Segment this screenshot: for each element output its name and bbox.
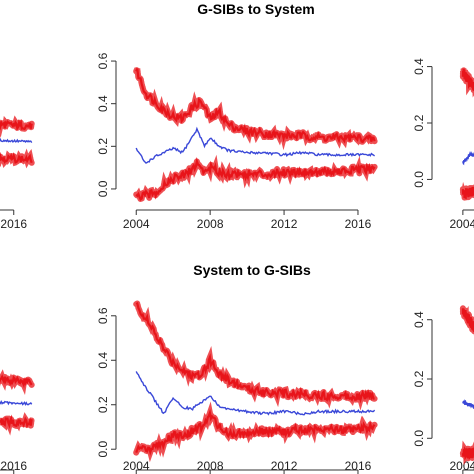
median-line xyxy=(462,399,474,410)
y-tick-label: 0.2 xyxy=(412,114,426,131)
confidence-band-core xyxy=(461,446,474,461)
series-group xyxy=(459,68,474,203)
confidence-band-core xyxy=(135,301,375,404)
y-tick-label: 0.0 xyxy=(412,171,426,188)
x-tick-label: 2016 xyxy=(0,459,27,473)
x-tick-label: 2008 xyxy=(197,217,224,231)
y-tick-label: 0.4 xyxy=(412,311,426,328)
series-group xyxy=(133,298,378,463)
x-tick-label: 2004 xyxy=(450,459,474,473)
median-line xyxy=(0,399,33,406)
x-tick-label: 2016 xyxy=(345,459,372,473)
chart-panel-bottom-right-partial: 0.0 0.2 0.4 2004 xyxy=(412,305,474,474)
confidence-band-core xyxy=(135,157,376,201)
median-line xyxy=(462,150,474,166)
confidence-band-core xyxy=(135,408,376,456)
chart-panel-top-center: 0.0 0.2 0.4 0.6 2004 2008 2012 2016 xyxy=(96,52,378,231)
x-tick-label: 2004 xyxy=(123,217,150,231)
y-tick-label: 0.0 xyxy=(96,180,110,197)
median-line xyxy=(0,137,33,144)
y-tick-label: 0.4 xyxy=(412,58,426,75)
bottom-row-title: System to G-SIBs xyxy=(193,262,311,278)
y-tick-label: 0.6 xyxy=(96,52,110,69)
y-tick-label: 0.0 xyxy=(96,441,110,458)
x-tick-label: 2004 xyxy=(123,459,150,473)
y-tick-label: 0.4 xyxy=(96,352,110,369)
x-tick-label: 2012 xyxy=(271,217,298,231)
confidence-band-core xyxy=(461,186,474,200)
series-group xyxy=(0,369,35,436)
x-tick-label: 2016 xyxy=(0,217,27,231)
y-tick-label: 0.6 xyxy=(96,307,110,324)
median-line xyxy=(135,126,376,164)
chart-panel-top-right-partial: 0.0 0.2 0.4 2004 xyxy=(412,58,474,231)
y-tick-label: 0.2 xyxy=(412,370,426,387)
series-group xyxy=(459,305,474,467)
x-tick-label: 2012 xyxy=(271,459,298,473)
confidence-band-line xyxy=(133,298,378,411)
median-line xyxy=(135,371,376,416)
confidence-band-core xyxy=(135,68,376,144)
y-tick-label: 0.2 xyxy=(96,138,110,155)
x-tick-label: 2004 xyxy=(450,217,474,231)
x-tick-label: 2016 xyxy=(345,217,372,231)
series-group xyxy=(0,112,35,169)
y-tick-label: 0.4 xyxy=(96,95,110,112)
chart-panel-bottom-center: 0.0 0.2 0.4 0.6 2004 2008 2012 2016 xyxy=(96,298,378,474)
series-group xyxy=(133,67,378,207)
chart-panel-top-left-partial: 2016 xyxy=(0,112,35,231)
y-tick-label: 0.0 xyxy=(412,430,426,447)
x-tick-label: 2008 xyxy=(197,459,224,473)
confidence-band-core xyxy=(461,68,474,91)
confidence-band-core xyxy=(461,308,474,332)
chart-panel-bottom-left-partial: 2016 xyxy=(0,369,35,474)
y-tick-label: 0.2 xyxy=(96,396,110,413)
top-row-title: G-SIBs to System xyxy=(197,1,314,17)
